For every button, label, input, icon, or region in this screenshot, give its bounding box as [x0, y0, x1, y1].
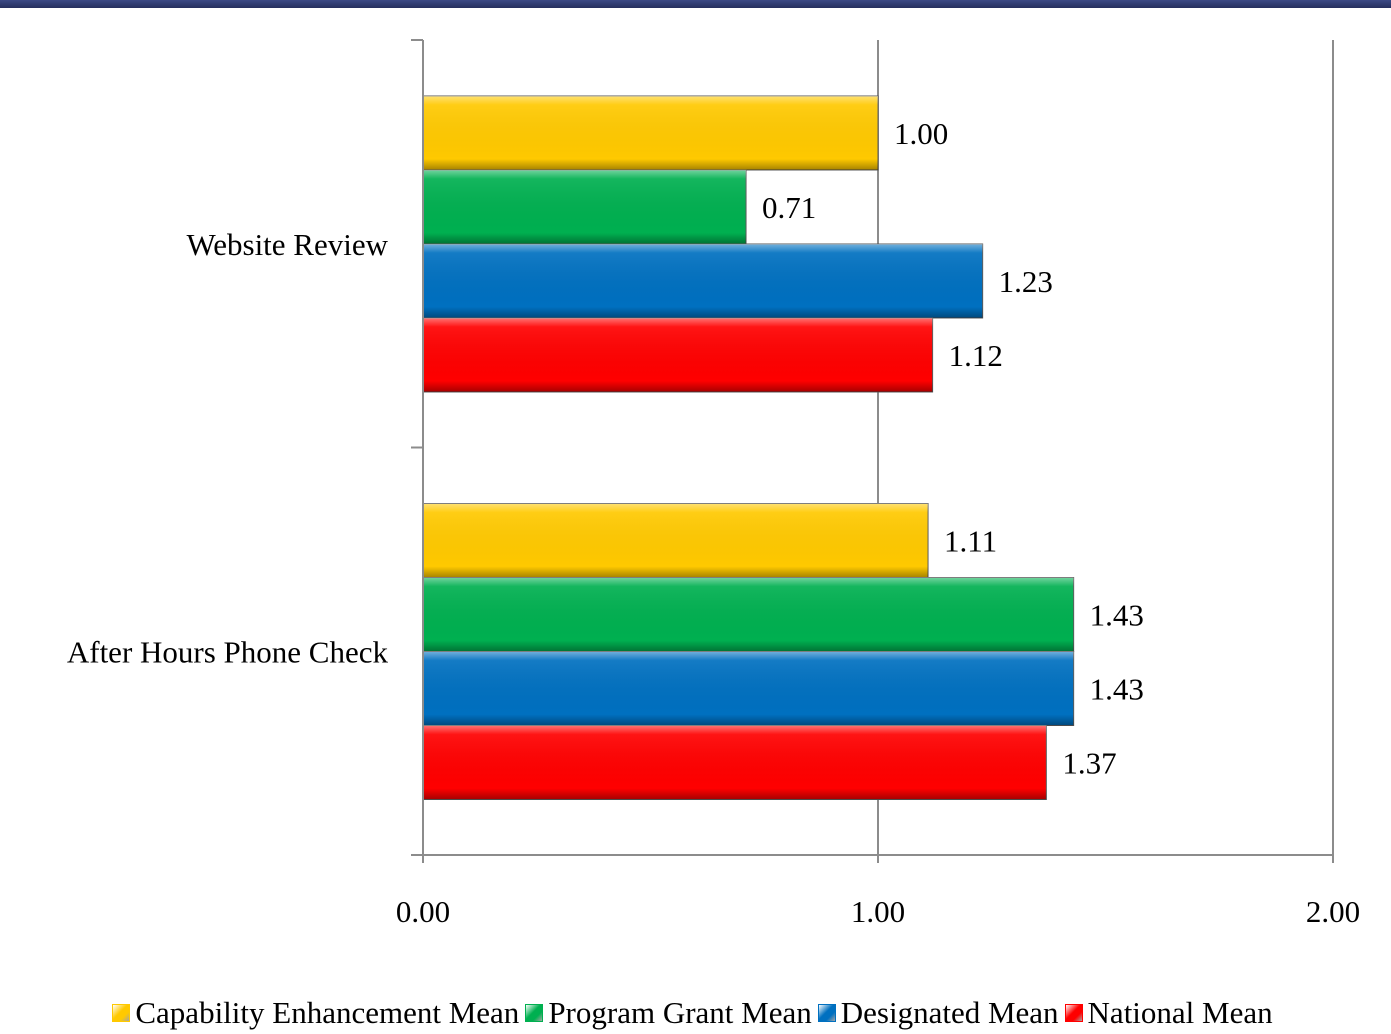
- x-tick-label: 2.00: [1306, 894, 1360, 929]
- bar-bevel: [423, 244, 983, 318]
- bar-chart: 0.00 1.00 2.00 1.00 0.71 1.23 1.12 Website Revi…: [67, 39, 1360, 929]
- data-label: 1.00: [894, 116, 948, 151]
- data-label: 1.12: [949, 338, 1003, 373]
- legend-item: National Mean: [1064, 995, 1273, 1031]
- legend-item: Designated Mean: [817, 995, 1059, 1031]
- top-banner-bar: [0, 0, 1391, 8]
- legend-label: Program Grant Mean: [548, 995, 812, 1030]
- legend-swatch: [112, 1004, 131, 1022]
- data-label: 1.37: [1062, 746, 1116, 781]
- legend-swatch: [817, 1004, 836, 1022]
- data-label: 1.11: [944, 524, 997, 559]
- data-label: 0.71: [762, 190, 816, 225]
- bar-bevel: [423, 170, 747, 244]
- legend-label: Designated Mean: [840, 995, 1059, 1030]
- category-label: Website Review: [186, 227, 388, 262]
- bar-bevel: [423, 577, 1074, 652]
- data-label: 1.43: [1090, 598, 1144, 633]
- x-tick-label: 1.00: [851, 894, 905, 929]
- legend-label: Capability Enhancement Mean: [135, 995, 520, 1030]
- legend-item: Capability Enhancement Mean: [112, 995, 519, 1031]
- bar-bevel: [423, 651, 1074, 726]
- bar-bevel: [423, 96, 878, 170]
- legend-label: National Mean: [1087, 995, 1273, 1030]
- x-tick-label: 0.00: [396, 894, 450, 929]
- bar-bevel: [423, 725, 1047, 800]
- data-label: 1.23: [999, 264, 1053, 299]
- bar-bevel: [423, 318, 933, 392]
- legend-swatch: [525, 1004, 544, 1022]
- data-label: 1.43: [1090, 672, 1144, 707]
- legend-swatch: [1064, 1004, 1083, 1022]
- chart-legend: Capability Enhancement Mean Program Grant…: [0, 992, 1391, 1034]
- legend-item: Program Grant Mean: [525, 995, 812, 1031]
- category-label: After Hours Phone Check: [67, 634, 389, 669]
- bar-bevel: [423, 503, 929, 578]
